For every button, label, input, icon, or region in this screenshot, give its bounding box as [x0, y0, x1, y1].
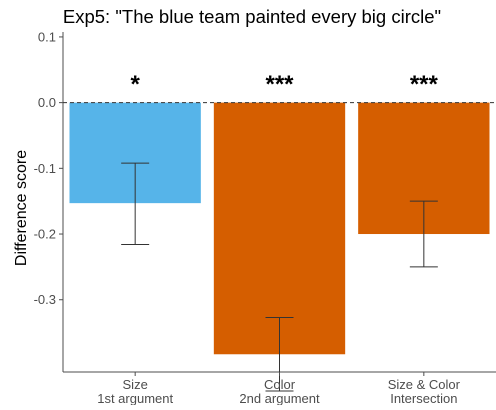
x-tick-label: 2nd argument [239, 391, 320, 405]
y-tick-label: -0.2 [34, 227, 56, 242]
chart-title: Exp5: "The blue team painted every big c… [63, 6, 441, 27]
x-tick-label: Size & Color [388, 377, 461, 392]
x-tick-label: Color [264, 377, 296, 392]
significance-label: *** [265, 71, 294, 98]
bar [213, 102, 346, 355]
significance-label: *** [410, 71, 439, 98]
y-tick-label: -0.3 [34, 292, 56, 307]
y-tick-label: 0.1 [38, 29, 56, 44]
y-tick-label: 0.0 [38, 95, 56, 110]
y-tick-label: -0.1 [34, 161, 56, 176]
x-tick-label: Intersection [390, 391, 457, 405]
x-tick-label: Size [123, 377, 148, 392]
significance-label: * [130, 71, 140, 98]
y-axis-label: Difference score [13, 150, 30, 266]
x-tick-label: 1st argument [97, 391, 173, 405]
